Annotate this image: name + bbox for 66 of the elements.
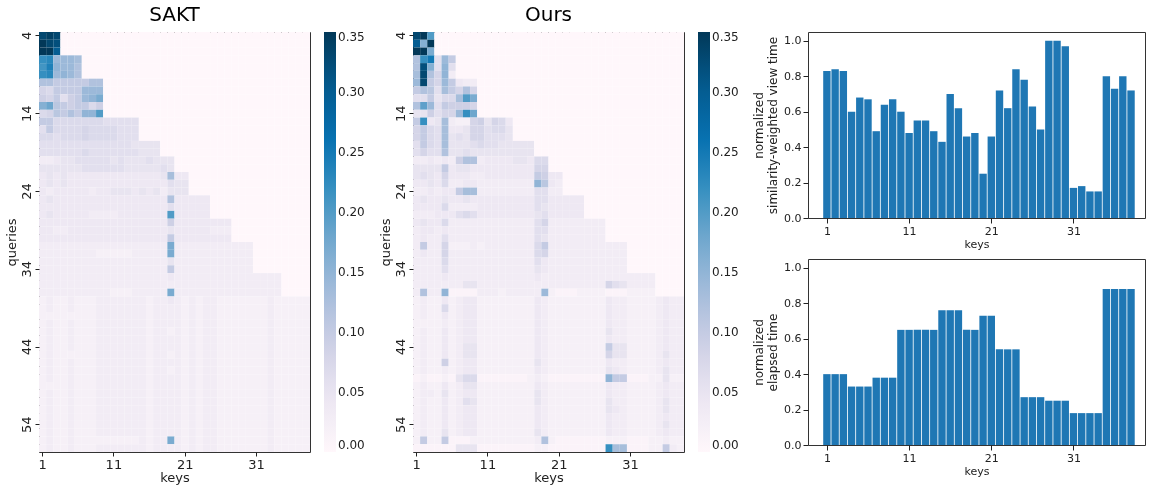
y-tick-label: 44 [18, 338, 34, 356]
x-tick-label: 11 [902, 451, 917, 465]
y-tick-label: 24 [392, 183, 408, 200]
y-tick-label: 0.8 [784, 296, 802, 310]
x-tick-label: 1 [823, 451, 831, 465]
y-tick-label: 0.2 [784, 403, 802, 417]
x-tick-label: 21 [984, 224, 999, 238]
y-tick-label: 4 [18, 31, 34, 41]
y-tick-label: 0.6 [784, 332, 802, 346]
color-bar-label: 0.05 [712, 385, 739, 399]
color-bar-label: 0.30 [338, 85, 365, 99]
x-axis-title: keys [964, 237, 990, 251]
y-tick-label: 0.0 [784, 211, 802, 225]
x-axis-title: keys [964, 464, 990, 478]
x-tick-label: 11 [105, 456, 123, 472]
y-tick-label: 54 [18, 416, 34, 434]
y-tick-label: 4 [392, 31, 408, 41]
y-tick-label: 44 [392, 338, 408, 356]
y-tick-label: 24 [18, 183, 34, 200]
x-axis-title: keys [534, 469, 564, 485]
x-tick-label: 21 [550, 456, 568, 472]
x-tick-label: 21 [984, 451, 999, 465]
y-tick-label: 0.2 [784, 176, 802, 190]
y-tick-label: 0.0 [784, 438, 802, 452]
color-bar-label: 0.35 [712, 30, 739, 44]
color-bar-label: 0.30 [712, 85, 739, 99]
color-bar-label: 0.20 [338, 205, 365, 219]
color-bar-label: 0.00 [712, 438, 739, 452]
y-axis-title: queries [3, 218, 19, 267]
y-axis-title: normalized elapsed time [752, 313, 781, 392]
color-bar-label: 0.15 [712, 265, 739, 279]
color-bar-label: 0.10 [338, 325, 365, 339]
y-axis-title: normalized similarity-weighted view time [752, 36, 781, 215]
color-bar-label: 0.25 [712, 145, 739, 159]
x-tick-label: 31 [622, 456, 639, 472]
x-tick-label: 1 [38, 456, 47, 472]
color-bar-label: 0.15 [338, 265, 365, 279]
x-tick-label: 11 [902, 224, 917, 238]
y-tick-label: 54 [392, 416, 408, 434]
chart-title: SAKT [149, 2, 201, 27]
color-bar-label: 0.35 [338, 30, 365, 44]
y-tick-label: 34 [392, 260, 408, 278]
color-bar-label: 0.10 [712, 325, 739, 339]
y-tick-label: 34 [18, 260, 34, 278]
y-tick-label: 0.8 [784, 69, 802, 83]
y-tick-label: 1.0 [784, 34, 802, 48]
x-tick-label: 11 [479, 456, 497, 472]
y-tick-label: 0.4 [784, 140, 802, 154]
x-axis-title: keys [160, 469, 190, 485]
x-tick-label: 21 [176, 456, 194, 472]
color-bar-label: 0.25 [338, 145, 365, 159]
y-tick-label: 1.0 [784, 261, 802, 275]
y-tick-label: 14 [18, 105, 34, 122]
x-tick-label: 1 [823, 224, 831, 238]
chart-title: Ours [524, 2, 573, 27]
color-bar-label: 0.20 [712, 205, 739, 219]
color-bar-label: 0.00 [338, 438, 365, 452]
x-tick-label: 31 [1066, 224, 1081, 238]
y-tick-label: 14 [392, 105, 408, 122]
x-tick-label: 31 [248, 456, 265, 472]
x-tick-label: 1 [412, 456, 421, 472]
y-tick-label: 0.4 [784, 367, 802, 381]
y-axis-title: queries [377, 218, 393, 267]
y-tick-label: 0.6 [784, 105, 802, 119]
color-bar-label: 0.05 [338, 385, 365, 399]
x-tick-label: 31 [1066, 451, 1081, 465]
